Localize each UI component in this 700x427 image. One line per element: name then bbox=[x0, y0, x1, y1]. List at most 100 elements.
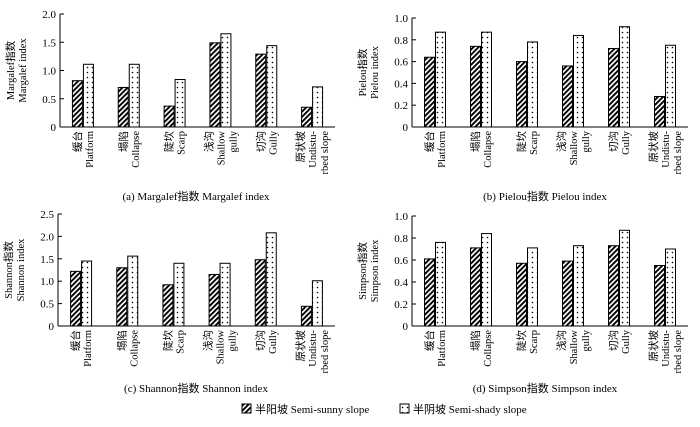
category-label: Gully bbox=[621, 329, 632, 354]
category-label: 浅沟 bbox=[555, 131, 568, 152]
y-axis-label-cn: Pielou指数 bbox=[356, 48, 369, 96]
bar-semi-shady bbox=[81, 260, 93, 327]
y-tick-label: 1.5 bbox=[42, 37, 56, 49]
category-label: 切沟 bbox=[254, 131, 267, 152]
bar-semi-sunny bbox=[562, 65, 573, 128]
bar-semi-sunny bbox=[117, 86, 129, 128]
category-label: 陡坎 bbox=[515, 131, 528, 152]
bar-semi-shady bbox=[527, 41, 538, 128]
category-label: 塌陷 bbox=[469, 330, 482, 351]
panel-caption: (b) Pielou指数 Pielou index bbox=[483, 189, 607, 203]
bar-semi-sunny bbox=[163, 105, 175, 128]
category-label: gully bbox=[581, 329, 592, 351]
y-tick-label: 0.2 bbox=[394, 299, 408, 311]
y-tick-label: 0.4 bbox=[394, 78, 408, 90]
category-label: Gully bbox=[268, 329, 279, 354]
category-label: Platform bbox=[85, 131, 96, 168]
category-label: Platform bbox=[437, 330, 448, 367]
y-axis-label-en: Pielou index bbox=[370, 45, 381, 99]
category-label: 塌陷 bbox=[115, 330, 128, 351]
category-label: Undistu- bbox=[308, 130, 319, 167]
category-label: 塌陷 bbox=[117, 131, 130, 152]
y-tick-label: 0 bbox=[403, 122, 409, 134]
category-label: 原状坡 bbox=[647, 131, 660, 163]
category-label: 切沟 bbox=[607, 330, 620, 351]
bar-semi-sunny bbox=[255, 53, 267, 128]
bar-semi-shady bbox=[266, 45, 278, 128]
y-tick-label: 0.8 bbox=[394, 233, 408, 245]
panel-caption: (c) Shannon指数 Shannon index bbox=[124, 381, 268, 395]
category-label: 切沟 bbox=[254, 330, 267, 351]
y-axis-label-cn: Simpson指数 bbox=[356, 242, 369, 300]
bar-semi-sunny bbox=[209, 42, 221, 128]
category-label: rbed slope bbox=[673, 330, 684, 374]
category-label: Scarp bbox=[529, 330, 540, 354]
legend: 半阳坡 Semi-sunny slope 半阴坡 Semi-shady slope bbox=[241, 402, 527, 416]
chart-panel-3: 0 0.5 1.0 1.5 2.0 2.5 Shannon指数 Shannon index 缓台… bbox=[2, 209, 335, 395]
bar-semi-shady bbox=[665, 248, 676, 327]
y-tick-label: 0.2 bbox=[394, 100, 408, 112]
category-label: Shallow bbox=[569, 330, 580, 365]
category-label: 塌陷 bbox=[469, 131, 482, 152]
bar-semi-sunny bbox=[300, 305, 312, 327]
bar-semi-sunny bbox=[470, 247, 481, 327]
category-label: Scarp bbox=[529, 131, 540, 155]
bar-semi-shady bbox=[573, 245, 584, 327]
category-label: Collapse bbox=[129, 330, 140, 367]
bar-semi-sunny bbox=[516, 262, 527, 327]
y-tick-label: 1.0 bbox=[394, 13, 408, 25]
panel-caption: (d) Simpson指数 Simpson index bbox=[473, 381, 618, 395]
category-label: Shallow bbox=[569, 131, 580, 166]
y-axis-label-en: Margalef index bbox=[18, 38, 29, 103]
y-tick-label: 0 bbox=[49, 321, 55, 333]
category-label: 浅沟 bbox=[202, 131, 215, 152]
category-label: 缓台 bbox=[71, 131, 84, 152]
bar-semi-sunny bbox=[654, 265, 665, 327]
y-tick-label: 0.4 bbox=[394, 277, 408, 289]
y-tick-label: 0.5 bbox=[42, 94, 56, 106]
y-tick-label: 0.6 bbox=[394, 255, 408, 267]
bar-semi-sunny bbox=[208, 273, 220, 327]
category-label: gully bbox=[581, 130, 592, 152]
category-label: rbed slope bbox=[320, 330, 331, 374]
chart-panel-4: 0 0.2 0.4 0.6 0.8 1.0 Simpson指数 Simpson index 缓台… bbox=[356, 211, 688, 395]
category-label: gully bbox=[228, 130, 239, 152]
category-label: rbed slope bbox=[320, 131, 331, 175]
category-label: 切沟 bbox=[607, 131, 620, 152]
category-label: 原状坡 bbox=[294, 330, 307, 362]
bar-semi-sunny bbox=[70, 270, 82, 327]
category-label: Undistu- bbox=[661, 130, 672, 167]
bar-semi-sunny bbox=[301, 106, 313, 128]
category-label: 缓台 bbox=[423, 330, 436, 351]
bar-semi-shady bbox=[220, 33, 232, 128]
category-label: 缓台 bbox=[423, 131, 436, 152]
y-tick-label: 2.5 bbox=[40, 209, 54, 221]
legend-label-semi-sunny: 半阳坡 Semi-sunny slope bbox=[255, 402, 369, 416]
legend-label-semi-shady: 半阴坡 Semi-shady slope bbox=[413, 402, 527, 416]
bar-semi-shady bbox=[311, 280, 323, 327]
y-tick-label: 2.0 bbox=[40, 231, 54, 243]
y-axis-label-en: Shannon index bbox=[16, 238, 27, 301]
y-tick-label: 0 bbox=[403, 321, 409, 333]
category-label: 陡坎 bbox=[515, 330, 528, 351]
category-label: Collapse bbox=[483, 131, 494, 168]
category-label: Undistu- bbox=[308, 329, 319, 366]
y-tick-label: 0.8 bbox=[394, 35, 408, 47]
bar-semi-sunny bbox=[470, 45, 481, 128]
category-label: Shallow bbox=[216, 330, 227, 365]
bar-semi-sunny bbox=[516, 61, 527, 128]
category-label: 原状坡 bbox=[294, 131, 307, 163]
bar-semi-sunny bbox=[71, 80, 83, 128]
category-label: Platform bbox=[437, 131, 448, 168]
category-label: Collapse bbox=[131, 131, 142, 168]
y-axis-label-cn: Shannon指数 bbox=[2, 241, 15, 299]
bar-semi-shady bbox=[665, 44, 676, 128]
category-label: Collapse bbox=[483, 330, 494, 367]
y-tick-label: 1.0 bbox=[40, 276, 54, 288]
bar-semi-shady bbox=[174, 79, 186, 128]
chart-panel-1: 0 0.5 1.0 1.5 2.0 Margalef指数 Margalef index 缓台 P… bbox=[4, 9, 335, 203]
category-label: Shallow bbox=[216, 131, 227, 166]
category-label: 缓台 bbox=[69, 330, 82, 351]
